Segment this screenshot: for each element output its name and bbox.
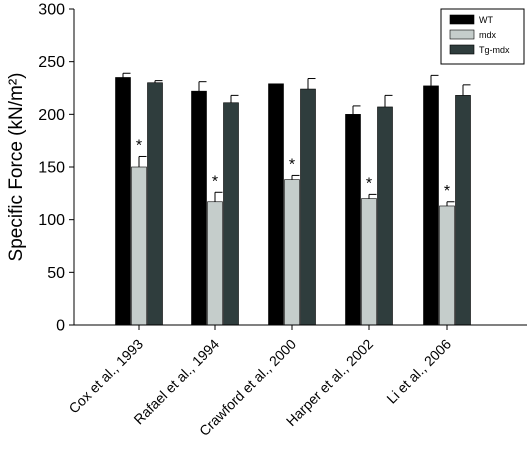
legend-label-tg-mdx: Tg-mdx — [479, 45, 510, 55]
error-bar-tg-mdx-3 — [384, 94, 393, 107]
y-tick-label-5: 250 — [38, 54, 65, 71]
legend-swatch-tg-mdx — [449, 44, 475, 55]
x-tick-label-3: Harper et al., 2002 — [283, 336, 376, 429]
legend-label-mdx: mdx — [479, 30, 497, 40]
bar-wt-3 — [345, 114, 361, 326]
y-ticks-group: 0 50 100 150 200 250 300 — [38, 2, 74, 335]
significance-marker-3: * — [366, 175, 372, 192]
legend: WT mdx Tg-mdx — [440, 8, 525, 65]
bar-wt-0 — [115, 77, 131, 326]
x-tick-label-1: Rafael et al., 1994 — [130, 336, 222, 428]
error-bar-mdx-0 — [138, 155, 147, 167]
x-tick-label-0: Cox et al., 1993 — [65, 336, 146, 417]
bar-mdx-3 — [361, 198, 377, 326]
bar-mdx-0 — [131, 166, 147, 326]
error-bar-wt-0 — [122, 72, 131, 78]
error-bar-wt-1 — [198, 81, 207, 92]
error-bar-wt-4 — [430, 74, 439, 86]
y-tick-label-2: 100 — [38, 212, 65, 229]
y-tick-label-3: 150 — [38, 160, 65, 177]
significance-marker-2: * — [289, 156, 295, 173]
y-tick-label-6: 300 — [38, 2, 65, 19]
error-bar-tg-mdx-2 — [307, 78, 316, 90]
error-bar-mdx-4 — [446, 201, 455, 206]
error-bar-tg-mdx-4 — [462, 84, 471, 96]
bar-tg-mdx-2 — [300, 88, 316, 326]
error-bar-mdx-2 — [291, 174, 300, 180]
error-bar-tg-mdx-1 — [230, 94, 239, 103]
significance-marker-1: * — [212, 173, 218, 190]
bar-mdx-1 — [207, 201, 223, 326]
y-tick-label-4: 200 — [38, 107, 65, 124]
bar-wt-2 — [268, 83, 284, 326]
significance-marker-0: * — [136, 137, 142, 154]
significance-marker-4: * — [444, 183, 450, 200]
error-bar-mdx-3 — [368, 193, 377, 199]
bar-wt-4 — [423, 85, 439, 326]
x-tick-label-4: Li et al., 2006 — [383, 336, 454, 407]
error-bar-tg-mdx-0 — [154, 80, 163, 83]
bar-wt-1 — [191, 90, 207, 326]
legend-swatch-mdx — [449, 29, 475, 40]
bar-tg-mdx-4 — [455, 95, 471, 326]
bar-mdx-4 — [439, 205, 455, 326]
bar-tg-mdx-3 — [377, 106, 393, 326]
legend-label-wt: WT — [479, 15, 493, 25]
bar-tg-mdx-1 — [223, 102, 239, 326]
y-tick-label-0: 0 — [56, 318, 65, 335]
bar-mdx-2 — [284, 179, 300, 326]
legend-swatch-wt — [449, 14, 475, 25]
error-bar-wt-3 — [352, 105, 361, 115]
bar-tg-mdx-0 — [147, 82, 163, 326]
error-bars-group — [122, 72, 471, 206]
error-bar-mdx-1 — [214, 191, 223, 202]
bars-group — [115, 77, 471, 326]
y-axis-label: Specific Force (kN/m²) — [6, 73, 27, 262]
annotations-group: * * * * * — [136, 137, 450, 199]
y-tick-label-1: 50 — [47, 265, 65, 282]
